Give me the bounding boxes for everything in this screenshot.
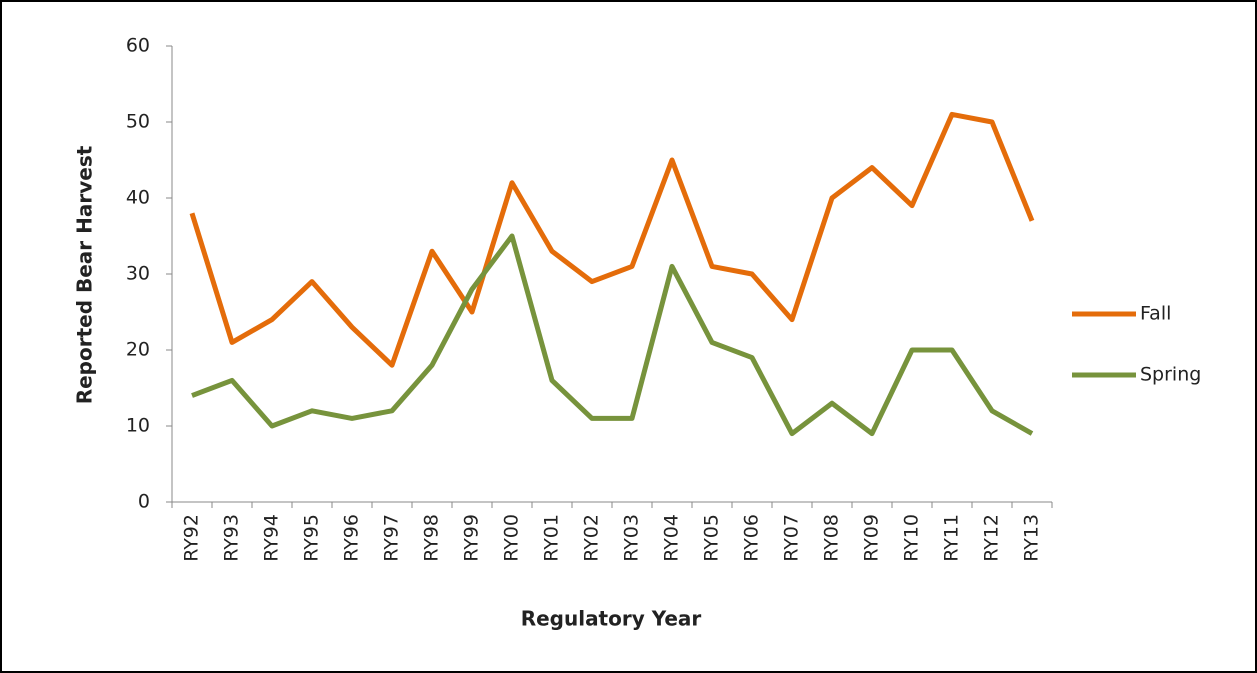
x-tick-label: RY95 (301, 514, 323, 562)
x-tick-label: RY93 (221, 514, 243, 562)
x-tick-label: RY96 (341, 514, 363, 562)
y-tick-label: 0 (138, 491, 150, 513)
x-tick-label: RY07 (781, 514, 803, 562)
x-tick-label: RY11 (941, 514, 963, 562)
y-tick-label: 40 (126, 187, 150, 209)
y-tick-label: 10 (126, 415, 150, 437)
x-tick-label: RY94 (261, 514, 283, 562)
x-tick-label: RY01 (541, 514, 563, 562)
y-tick-label: 20 (126, 339, 150, 361)
x-tick-label: RY03 (621, 514, 643, 562)
x-tick-label: RY09 (861, 514, 883, 562)
x-tick-label: RY08 (821, 514, 843, 562)
x-axis-title: Regulatory Year (521, 607, 702, 631)
x-tick-label: RY99 (461, 514, 483, 562)
series-line (189, 111, 1035, 368)
x-tick-label: RY06 (741, 514, 763, 562)
y-tick-label: 30 (126, 263, 150, 285)
x-tick-label: RY12 (981, 514, 1003, 562)
y-tick-label: 50 (126, 111, 150, 133)
x-tick-label: RY04 (661, 514, 683, 562)
legend-label: Spring (1140, 364, 1201, 386)
x-tick-label: RY05 (701, 514, 723, 562)
x-tick-label: RY02 (581, 514, 603, 562)
x-tick-label: RY97 (381, 514, 403, 562)
series-line (191, 233, 1034, 437)
legend-label: Fall (1140, 303, 1171, 325)
x-tick-label: RY10 (901, 514, 923, 562)
x-tick-label: RY92 (181, 514, 203, 562)
x-tick-label: RY00 (501, 514, 523, 562)
y-axis-title: Reported Bear Harvest (73, 145, 97, 404)
y-tick-label: 60 (126, 35, 150, 57)
x-tick-label: RY98 (421, 514, 443, 562)
x-tick-label: RY13 (1021, 514, 1043, 562)
